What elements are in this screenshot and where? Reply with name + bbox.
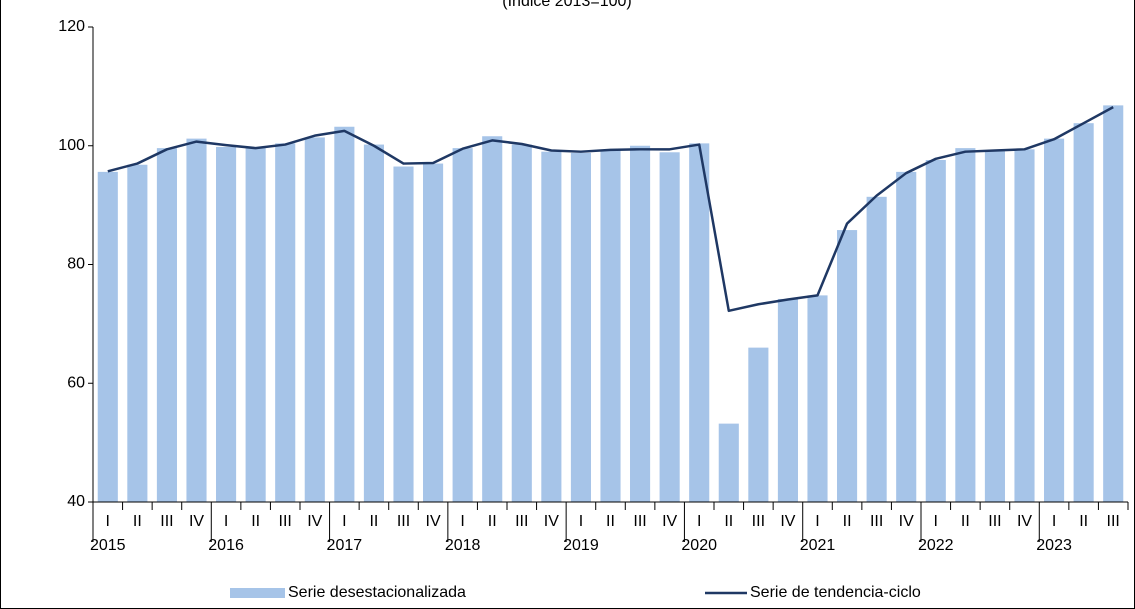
bar [1073,123,1094,502]
legend-label: Serie de tendencia-ciclo [750,584,921,601]
bar [511,144,532,502]
x-tick-label: II [961,513,970,530]
bar [925,160,946,502]
x-tick-label: II [843,513,852,530]
x-tick-label: I [697,513,701,530]
x-tick-label: III [988,513,1001,530]
bar [423,163,444,502]
x-tick-label: I [224,513,228,530]
y-tick-label: 80 [67,256,85,273]
x-tick-label: I [106,513,110,530]
x-tick-label: IV [899,513,914,530]
legend-label: Serie desestacionalizada [288,584,466,601]
x-tick-label: IV [780,513,795,530]
bar [896,171,917,502]
y-tick-label: 40 [67,493,85,510]
bar [570,152,591,502]
x-tick-label: II [606,513,615,530]
bar [275,143,296,502]
y-tick-label: 100 [58,137,85,154]
year-label: 2018 [445,537,481,554]
bar [659,152,680,502]
bar [600,150,621,502]
year-label: 2023 [1036,537,1072,554]
x-tick-label: II [369,513,378,530]
bar [1044,138,1065,502]
bar [718,423,739,502]
x-tick-label: III [515,513,528,530]
bar [156,148,177,502]
year-label: 2020 [681,537,717,554]
x-tick-label: II [724,513,733,530]
bar [866,196,887,502]
year-label: 2022 [918,537,954,554]
x-tick-label: III [279,513,292,530]
chart-subtitle: (Índice 2013=100) [502,0,631,10]
x-tick-label: III [160,513,173,530]
bar [541,151,562,502]
bar [334,126,355,502]
year-label: 2021 [800,537,836,554]
bar [748,347,769,502]
bar [304,137,325,502]
x-tick-label: III [397,513,410,530]
x-tick-label: II [133,513,142,530]
bar [127,164,148,502]
x-tick-label: I [342,513,346,530]
bar [452,148,473,502]
x-tick-label: II [1079,513,1088,530]
x-tick-label: I [1052,513,1056,530]
x-tick-label: IV [544,513,559,530]
x-tick-label: I [460,513,464,530]
bar [393,166,414,502]
y-tick-label: 60 [67,374,85,391]
bar [1103,105,1124,502]
x-tick-label: I [815,513,819,530]
bar [216,146,237,502]
bar [245,146,266,502]
x-tick-label: IV [662,513,677,530]
bar [984,150,1005,502]
x-tick-label: II [251,513,260,530]
x-tick-label: IV [426,513,441,530]
year-label: 2017 [327,537,363,554]
bar [807,295,828,502]
bar [955,148,976,502]
bar [186,138,207,502]
year-label: 2015 [90,537,126,554]
bar [777,298,798,502]
legend-swatch [230,588,285,598]
x-tick-label: III [633,513,646,530]
bar [630,145,651,502]
bar [482,136,503,502]
x-tick-label: III [752,513,765,530]
bar [837,230,858,502]
x-tick-label: IV [307,513,322,530]
year-label: 2019 [563,537,599,554]
bar [97,171,118,502]
x-tick-label: IV [189,513,204,530]
x-tick-label: IV [1017,513,1032,530]
bar [689,143,710,502]
bar [1014,149,1035,502]
trend-line [107,106,1114,313]
x-tick-label: II [488,513,497,530]
y-tick-label: 120 [58,18,85,35]
year-label: 2016 [208,537,244,554]
bar [363,144,384,502]
x-tick-label: III [870,513,883,530]
x-tick-label: III [1107,513,1120,530]
x-tick-label: I [579,513,583,530]
x-tick-label: I [934,513,938,530]
